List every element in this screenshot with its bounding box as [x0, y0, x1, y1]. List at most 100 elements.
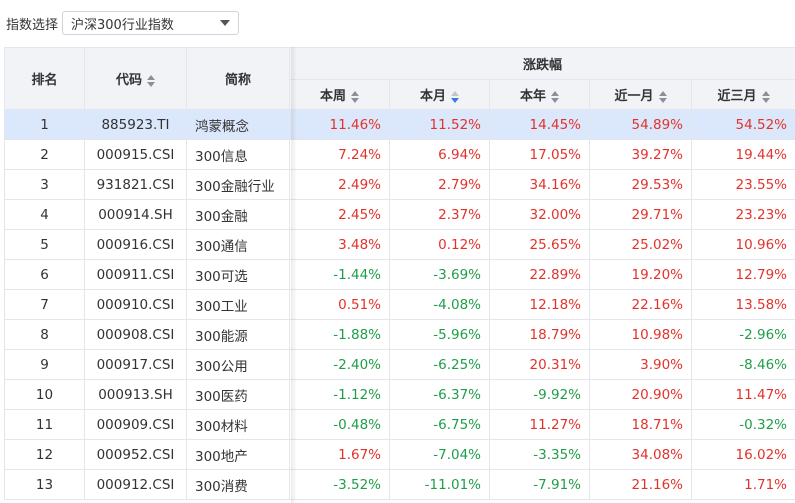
sort-icon[interactable] — [551, 90, 559, 103]
cell-3m: 12.79% — [691, 259, 795, 290]
cell-rank: 5 — [4, 229, 85, 260]
cell-name: 300消费 — [186, 469, 290, 500]
index-select-value: 沪深300行业指数 — [71, 17, 174, 33]
header-month[interactable]: 本月 — [389, 79, 490, 110]
ranking-table-container[interactable]: 排名 代码 简称 涨跌幅 本周 本月 本年 近一月 近三月 1 885923.TI… — [4, 47, 795, 503]
cell-code: 000952.CSI — [84, 439, 187, 470]
cell-year: 12.18% — [489, 289, 590, 320]
cell-rank: 7 — [4, 289, 85, 320]
cell-month: -6.37% — [389, 379, 490, 410]
table-row[interactable]: 7 000910.CSI 300工业 0.51% -4.08% 12.18% 22.16% 1… — [4, 289, 795, 320]
table-row[interactable]: 10 000913.SH 300医药 -1.12% -6.37% -9.92% 20.90%… — [4, 379, 795, 410]
table-row[interactable]: 2 000915.CSI 300信息 7.24% 6.94% 17.05% 39.27% 19… — [4, 139, 795, 170]
cell-1m: 34.08% — [589, 439, 692, 470]
cell-code: 000908.CSI — [84, 319, 187, 350]
cell-name: 300地产 — [186, 439, 290, 470]
header-week[interactable]: 本周 — [289, 79, 390, 110]
cell-code: 000917.CSI — [84, 349, 187, 380]
cell-year: -3.35% — [489, 439, 590, 470]
table-row[interactable]: 11 000909.CSI 300材料 -0.48% -6.75% 11.27% 18.71… — [4, 409, 795, 440]
cell-week: -1.88% — [289, 319, 390, 350]
cell-month: -5.96% — [389, 319, 490, 350]
cell-code: 000913.SH — [84, 379, 187, 410]
cell-week: 11.46% — [289, 109, 390, 140]
cell-1m: 3.90% — [589, 349, 692, 380]
cell-rank: 9 — [4, 349, 85, 380]
table-row[interactable]: 6 000911.CSI 300可选 -1.44% -3.69% 22.89% 19.20%… — [4, 259, 795, 290]
cell-week: -0.48% — [289, 409, 390, 440]
cell-name: 300金融行业 — [186, 169, 290, 200]
table-row[interactable]: 4 000914.SH 300金融 2.45% 2.37% 32.00% 29.71% 23.… — [4, 199, 795, 230]
sort-icon[interactable] — [658, 90, 667, 103]
cell-1m: 25.02% — [589, 229, 692, 260]
cell-rank: 12 — [4, 439, 85, 470]
table-row[interactable]: 5 000916.CSI 300通信 3.48% 0.12% 25.65% 25.02% 10… — [4, 229, 795, 260]
cell-year: 11.27% — [489, 409, 590, 440]
table-row[interactable]: 9 000917.CSI 300公用 -2.40% -6.25% 20.31% 3.90% -… — [4, 349, 795, 380]
header-1m[interactable]: 近一月 — [589, 79, 692, 110]
sort-icon[interactable] — [351, 90, 359, 103]
cell-3m: 10.96% — [691, 229, 795, 260]
cell-month: -7.04% — [389, 439, 490, 470]
cell-month: 6.94% — [389, 139, 490, 170]
cell-rank: 1 — [4, 109, 85, 140]
cell-1m: 18.71% — [589, 409, 692, 440]
cell-year: 25.65% — [489, 229, 590, 260]
cell-3m: -8.46% — [691, 349, 795, 380]
cell-month: 2.79% — [389, 169, 490, 200]
cell-year: -9.92% — [489, 379, 590, 410]
cell-code: 000909.CSI — [84, 409, 187, 440]
cell-3m: 1.71% — [691, 469, 795, 500]
cell-rank: 11 — [4, 409, 85, 440]
cell-code: 000915.CSI — [84, 139, 187, 170]
header-code[interactable]: 代码 — [84, 47, 187, 110]
cell-1m: 20.90% — [589, 379, 692, 410]
cell-rank: 13 — [4, 469, 85, 500]
table-row[interactable]: 13 000912.CSI 300消费 -3.52% -11.01% -7.91% 21.1… — [4, 469, 795, 500]
cell-code: 000911.CSI — [84, 259, 187, 290]
cell-1m: 54.89% — [589, 109, 692, 140]
table-row[interactable]: 12 000952.CSI 300地产 1.67% -7.04% -3.35% 34.08%… — [4, 439, 795, 470]
cell-1m: 21.16% — [589, 469, 692, 500]
cell-month: -6.25% — [389, 349, 490, 380]
cell-1m: 29.71% — [589, 199, 692, 230]
cell-week: 7.24% — [289, 139, 390, 170]
cell-year: 18.79% — [489, 319, 590, 350]
cell-3m: 11.47% — [691, 379, 795, 410]
header-3m[interactable]: 近三月 — [691, 79, 795, 110]
cell-rank: 6 — [4, 259, 85, 290]
cell-month: 2.37% — [389, 199, 490, 230]
cell-rank: 4 — [4, 199, 85, 230]
table-row[interactable]: 3 931821.CSI 300金融行业 2.49% 2.79% 34.16% 29.53%… — [4, 169, 795, 200]
cell-week: 1.67% — [289, 439, 390, 470]
cell-name: 300材料 — [186, 409, 290, 440]
cell-1m: 22.16% — [589, 289, 692, 320]
sort-icon[interactable] — [147, 74, 155, 87]
cell-1m: 10.98% — [589, 319, 692, 350]
header-year[interactable]: 本年 — [489, 79, 590, 110]
cell-3m: 23.55% — [691, 169, 795, 200]
cell-rank: 2 — [4, 139, 85, 170]
cell-week: 0.51% — [289, 289, 390, 320]
cell-week: 3.48% — [289, 229, 390, 260]
cell-3m: -0.32% — [691, 409, 795, 440]
index-select-dropdown[interactable]: 沪深300行业指数 — [62, 11, 240, 35]
cell-week: -2.40% — [289, 349, 390, 380]
cell-year: 14.45% — [489, 109, 590, 140]
cell-week: -3.52% — [289, 469, 390, 500]
index-filter: 指数选择 沪深300行业指数 — [6, 10, 240, 36]
cell-name: 300公用 — [186, 349, 290, 380]
cell-rank: 10 — [4, 379, 85, 410]
ranking-table: 排名 代码 简称 涨跌幅 本周 本月 本年 近一月 近三月 1 885923.TI… — [4, 47, 795, 500]
cell-month: -11.01% — [389, 469, 490, 500]
sort-desc-icon[interactable] — [451, 90, 459, 103]
cell-week: 2.45% — [289, 199, 390, 230]
cell-month: -4.08% — [389, 289, 490, 320]
cell-code: 931821.CSI — [84, 169, 187, 200]
index-filter-label: 指数选择 — [6, 17, 59, 33]
cell-month: 0.12% — [389, 229, 490, 260]
table-row[interactable]: 1 885923.TI 鸿蒙概念 11.46% 11.52% 14.45% 54.89% 54… — [4, 109, 795, 140]
sort-icon[interactable] — [761, 90, 770, 103]
table-row[interactable]: 8 000908.CSI 300能源 -1.88% -5.96% 18.79% 10.98%… — [4, 319, 795, 350]
cell-name: 300医药 — [186, 379, 290, 410]
